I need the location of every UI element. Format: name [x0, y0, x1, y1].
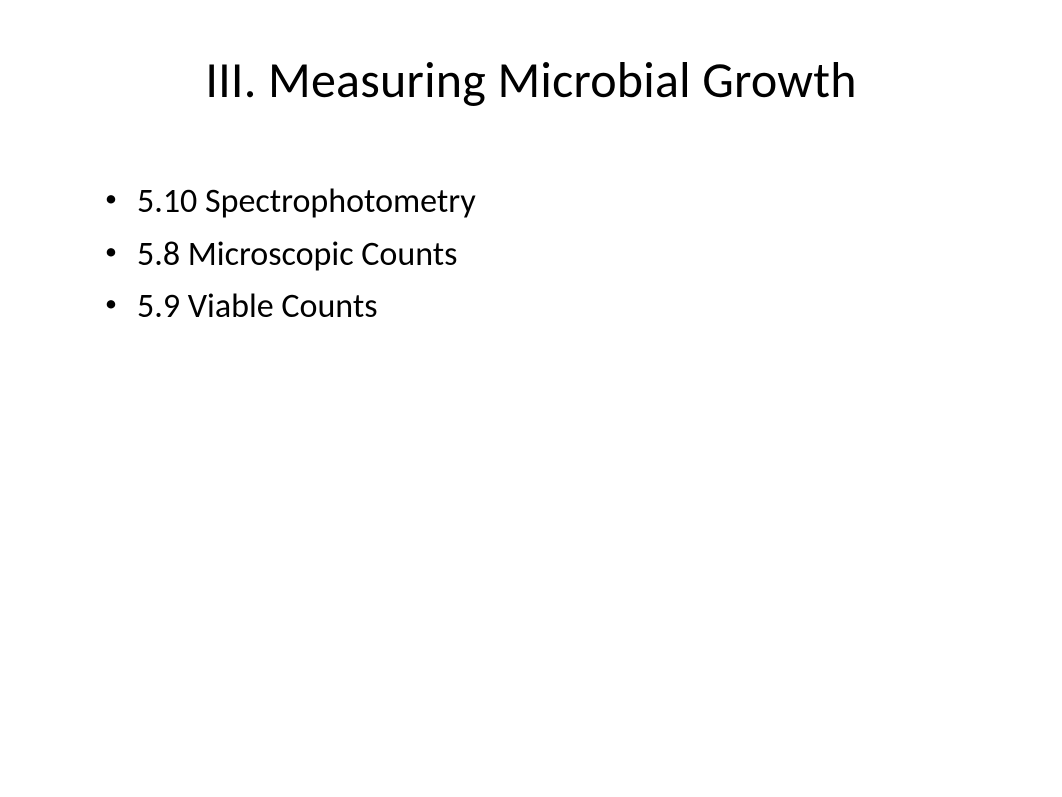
slide-title: III. Measuring Microbial Growth: [75, 50, 987, 111]
bullet-item: 5.9 Viable Counts: [105, 281, 987, 334]
bullet-list: 5.10 Spectrophotometry 5.8 Microscopic C…: [75, 176, 987, 334]
bullet-item: 5.8 Microscopic Counts: [105, 229, 987, 282]
bullet-item: 5.10 Spectrophotometry: [105, 176, 987, 229]
